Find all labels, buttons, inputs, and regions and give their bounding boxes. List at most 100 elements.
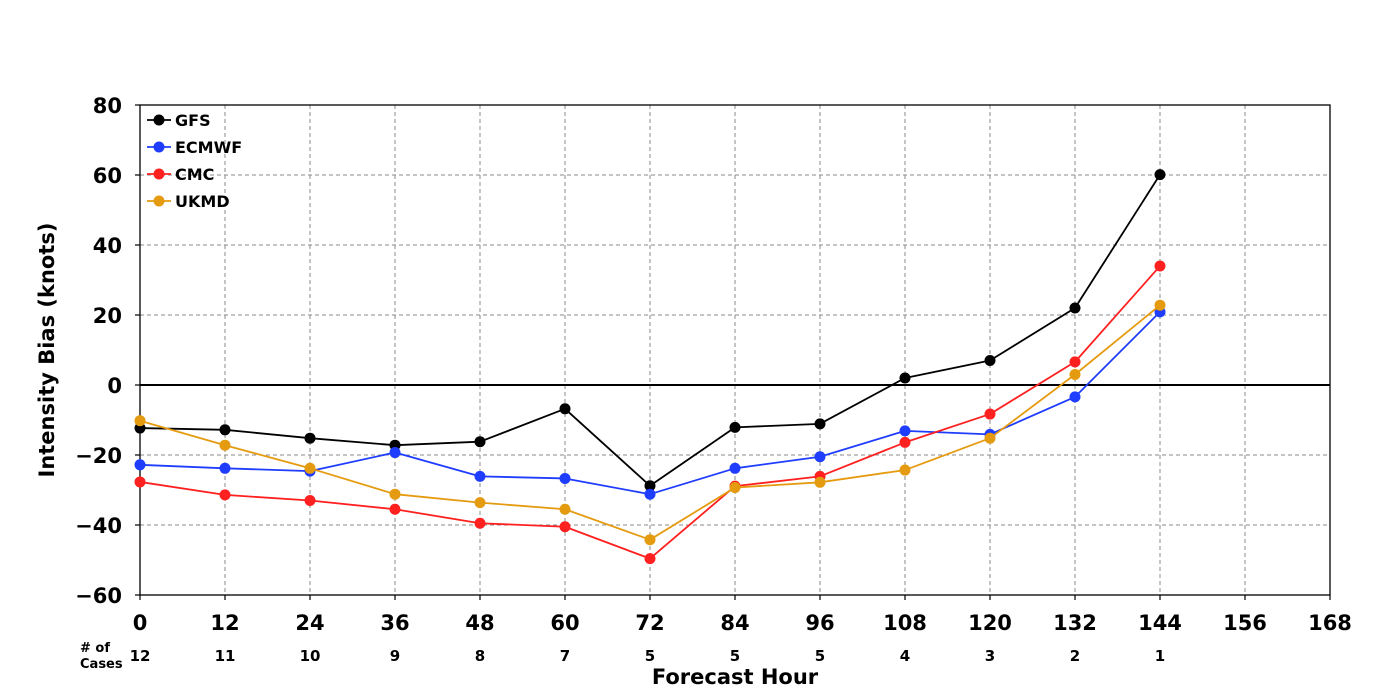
case-count: 5: [730, 647, 740, 665]
data-point-ecmwf: [729, 462, 741, 474]
data-point-ecmwf: [389, 447, 401, 459]
data-point-ecmwf: [899, 425, 911, 437]
x-tick-label: 12: [210, 611, 239, 635]
data-point-gfs: [1154, 169, 1166, 181]
cases-header-line2: Cases: [80, 657, 123, 672]
x-tick-label: 72: [635, 611, 664, 635]
y-tick-label: 0: [107, 374, 122, 398]
legend-label-gfs: GFS: [175, 111, 211, 130]
case-count: 11: [215, 647, 236, 665]
data-point-cmc: [1069, 356, 1081, 368]
series-layer: [134, 169, 1166, 565]
data-point-ukmd: [559, 503, 571, 515]
y-tick-label: −20: [75, 444, 122, 468]
data-point-ukmd: [984, 432, 996, 444]
data-point-cmc: [389, 503, 401, 515]
data-point-ukmd: [389, 488, 401, 500]
case-count: 10: [300, 647, 321, 665]
data-point-ecmwf: [644, 488, 656, 500]
case-count: 4: [900, 647, 910, 665]
case-count: 8: [475, 647, 485, 665]
case-count: 3: [985, 647, 995, 665]
data-point-ukmd: [219, 439, 231, 451]
x-tick-label: 108: [883, 611, 927, 635]
y-tick-label: 60: [93, 164, 122, 188]
y-tick-label: 20: [93, 304, 122, 328]
x-tick-label: 60: [550, 611, 579, 635]
data-point-cmc: [559, 521, 571, 533]
case-count: 7: [560, 647, 570, 665]
data-point-ecmwf: [134, 459, 146, 471]
data-point-gfs: [474, 436, 486, 448]
x-tick-label: 132: [1053, 611, 1097, 635]
y-tick-label: −40: [75, 514, 122, 538]
data-point-ecmwf: [559, 472, 571, 484]
data-point-ukmd: [304, 462, 316, 474]
data-point-gfs: [899, 372, 911, 384]
data-point-ukmd: [474, 497, 486, 509]
legend-marker-cmc: [153, 168, 165, 180]
x-tick-label: 120: [968, 611, 1012, 635]
legend-marker-ukmd: [153, 195, 165, 207]
data-point-gfs: [1069, 302, 1081, 314]
case-count: 5: [815, 647, 825, 665]
y-tick-label: 40: [93, 234, 122, 258]
data-point-ukmd: [814, 476, 826, 488]
data-point-cmc: [899, 436, 911, 448]
case-count: 1: [1155, 647, 1165, 665]
data-point-cmc: [644, 553, 656, 565]
legend-label-ecmwf: ECMWF: [175, 138, 242, 157]
grid-layer: [140, 105, 1330, 595]
legend-marker-ecmwf: [153, 141, 165, 153]
x-axis-title: Forecast Hour: [652, 665, 819, 689]
data-point-ukmd: [729, 482, 741, 494]
data-point-cmc: [134, 476, 146, 488]
cases-row: # of Cases 12 11 10 9 8 7 5 5 5 4 3 2 1: [80, 641, 1165, 672]
data-point-ecmwf: [219, 462, 231, 474]
x-tick-label: 36: [380, 611, 409, 635]
data-point-ukmd: [1069, 369, 1081, 380]
x-tick-label: 48: [465, 611, 494, 635]
data-point-gfs: [984, 355, 996, 366]
data-point-cmc: [474, 517, 486, 529]
data-point-cmc: [219, 489, 231, 501]
data-point-cmc: [304, 495, 316, 506]
y-tick-label: −60: [75, 584, 122, 608]
case-count: 12: [130, 647, 151, 665]
data-point-cmc: [984, 408, 996, 420]
axis-ticks-layer: 0 12 24 36 48 60 72 84 96 108 120 132 144 156 168 80 60 4…: [75, 94, 1352, 635]
data-point-gfs: [644, 480, 656, 492]
x-tick-label: 24: [295, 611, 324, 635]
data-point-gfs: [304, 432, 316, 444]
data-point-gfs: [219, 424, 231, 436]
case-count: 5: [645, 647, 655, 665]
data-point-ukmd: [134, 415, 146, 427]
x-tick-label: 168: [1308, 611, 1352, 635]
data-point-ecmwf: [474, 470, 486, 482]
data-point-ukmd: [899, 464, 911, 476]
case-count: 9: [390, 647, 400, 665]
legend: GFS ECMWF CMC UKMD: [147, 111, 242, 211]
cases-header-line1: # of: [80, 641, 110, 656]
legend-label-ukmd: UKMD: [175, 192, 230, 211]
data-point-gfs: [729, 421, 741, 433]
data-point-ukmd: [644, 534, 656, 546]
y-tick-label: 80: [93, 94, 122, 118]
data-point-ecmwf: [1069, 391, 1081, 403]
case-count: 2: [1070, 647, 1080, 665]
x-tick-label: 0: [133, 611, 148, 635]
x-tick-label: 84: [720, 611, 749, 635]
data-point-cmc: [1154, 260, 1166, 272]
legend-marker-gfs: [153, 114, 165, 126]
data-point-ecmwf: [814, 451, 826, 463]
x-tick-label: 96: [805, 611, 834, 635]
x-tick-label: 144: [1138, 611, 1182, 635]
y-axis-title: Intensity Bias (knots): [35, 223, 59, 478]
legend-label-cmc: CMC: [175, 165, 214, 184]
data-point-gfs: [814, 418, 826, 430]
data-point-gfs: [559, 403, 571, 415]
data-point-ukmd: [1154, 299, 1166, 311]
x-tick-label: 156: [1223, 611, 1267, 635]
